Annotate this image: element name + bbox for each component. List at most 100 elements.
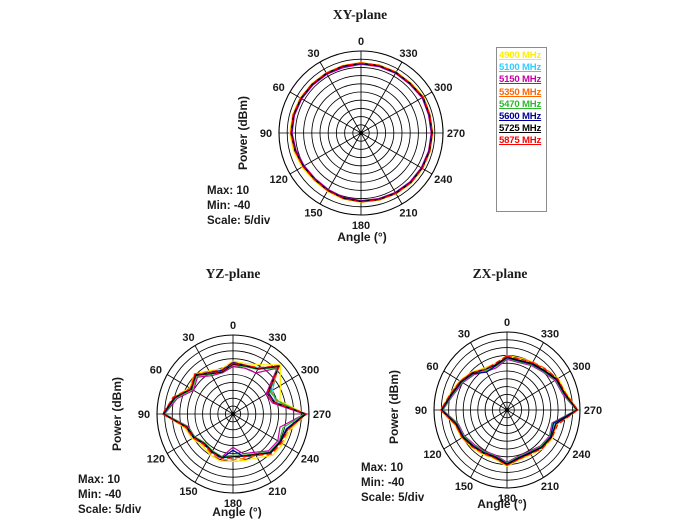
angle-tick-label: 60	[426, 361, 438, 373]
grid-spoke	[443, 409, 508, 450]
legend-entry-5875-mhz: 5875 MHz	[499, 135, 542, 147]
angle-tick-label: 180	[224, 498, 242, 510]
angle-tick-label: 240	[434, 174, 452, 186]
angle-tick-label: 300	[301, 364, 319, 376]
grid-spoke	[470, 409, 508, 478]
grid-spoke	[232, 345, 272, 415]
legend-entry-4900-mhz: 4900 MHz	[499, 50, 542, 61]
angle-tick-label: 30	[307, 48, 319, 60]
grid-spoke	[319, 132, 362, 205]
angle-tick-label: 120	[423, 449, 441, 461]
yz-max-label: Max: 10	[78, 474, 121, 486]
legend-entry-5470-mhz: 5470 MHz	[499, 98, 542, 110]
legend-entry-5150-mhz: 5150 MHz	[499, 74, 542, 86]
angle-tick-label: 120	[147, 453, 165, 465]
angle-tick-label: 150	[455, 481, 473, 493]
legend-entry-5100-mhz: 5100 MHz	[499, 62, 542, 74]
series-5875-mhz	[290, 62, 434, 203]
grid-spoke	[289, 132, 362, 175]
angle-tick-label: 90	[260, 128, 272, 140]
angle-tick-label: 270	[313, 409, 331, 421]
angle-tick-label: 330	[541, 329, 559, 341]
angle-tick-label: 90	[415, 405, 427, 417]
polar-center-dot	[505, 408, 509, 412]
angle-tick-label: 210	[399, 208, 417, 220]
angle-tick-label: 300	[572, 361, 590, 373]
angle-tick-label: 180	[352, 220, 370, 232]
legend-entry-5350-mhz: 5350 MHz	[499, 86, 542, 98]
angle-tick-label: 270	[447, 128, 465, 140]
xy-min-label: Min: -40	[207, 200, 251, 212]
plot-title-zx: ZX-plane	[472, 266, 528, 281]
series-5470-mhz	[442, 357, 577, 464]
angle-tick-label: 240	[572, 449, 590, 461]
series-4900-mhz	[162, 360, 307, 462]
zx-plane-polar-chart: 0 30 60 90 120 150 180 210 240 270 300 330	[415, 317, 602, 505]
grid-spoke	[166, 374, 234, 415]
angle-tick-label: 30	[182, 332, 194, 344]
grid-spoke	[506, 370, 571, 411]
xy-max-label: Max: 10	[207, 185, 250, 197]
angle-tick-label: 0	[230, 320, 236, 332]
yz-power-axis-label: Power (dBm)	[110, 377, 124, 452]
grid-spoke	[194, 345, 234, 415]
xy-scale-label: Scale: 5/div	[207, 215, 271, 227]
angle-tick-label: 0	[504, 317, 510, 329]
grid-spoke	[232, 413, 272, 483]
grid-spoke	[506, 409, 544, 478]
angle-tick-label: 0	[358, 36, 364, 48]
angle-tick-label: 300	[434, 82, 452, 94]
xy-scale-annotation: Max: 10 Min: -40 Scale: 5/div	[207, 184, 270, 229]
angle-tick-label: 150	[304, 208, 322, 220]
angle-tick-label: 60	[150, 364, 162, 376]
polar-center-dot	[359, 131, 363, 135]
legend-entry-5600-mhz: 5600 MHz	[499, 111, 542, 123]
angle-tick-label: 90	[138, 409, 150, 421]
grid-spoke	[194, 413, 234, 483]
grid-spoke	[443, 370, 508, 411]
grid-spoke	[360, 91, 433, 134]
grid-spoke	[506, 342, 544, 411]
xy-plane-polar-chart: 0 30 60 90 120 150 180 210 240 270 300 330	[260, 36, 465, 232]
series-5600-mhz	[163, 362, 306, 459]
yz-angle-axis-label: Angle (°)	[212, 505, 262, 519]
angle-tick-label: 210	[541, 481, 559, 493]
legend-entry-5725-mhz: 5725 MHz	[499, 123, 542, 135]
angle-tick-label: 330	[268, 332, 286, 344]
series-5725-mhz	[440, 356, 578, 466]
angle-tick-label: 270	[584, 405, 602, 417]
angle-tick-label: 120	[270, 174, 288, 186]
series-5600-mhz	[441, 357, 578, 465]
angle-tick-label: 180	[498, 493, 516, 505]
grid-spoke	[166, 413, 234, 454]
polar-center-dot	[231, 412, 235, 416]
zx-angle-axis-label: Angle (°)	[477, 497, 527, 511]
series-5875-mhz	[439, 355, 579, 466]
series-5100-mhz	[440, 356, 578, 466]
grid-spoke	[232, 413, 300, 454]
series-4900-mhz	[439, 354, 579, 467]
angle-tick-label: 150	[179, 486, 197, 498]
legend-box: 4900 MHz 5100 MHz 5150 MHz 5350 MHz 5470 MHz…	[496, 47, 547, 212]
angle-tick-label: 30	[458, 329, 470, 341]
series-5470-mhz	[163, 364, 305, 458]
plot-title-xy: XY-plane	[332, 7, 388, 22]
angle-tick-label: 330	[399, 48, 417, 60]
yz-min-label: Min: -40	[78, 489, 122, 501]
angle-tick-label: 240	[301, 453, 319, 465]
zx-max-label: Max: 10	[361, 462, 404, 474]
grid-spoke	[506, 409, 571, 450]
angle-tick-label: 60	[273, 82, 285, 94]
series-5350-mhz	[162, 361, 307, 461]
plot-title-yz: YZ-plane	[205, 266, 261, 281]
angle-tick-label: 210	[268, 486, 286, 498]
yz-plane-polar-chart: 0 30 60 90 120 150 180 210 240 270 300 330	[138, 320, 331, 510]
yz-scale-label: Scale: 5/div	[78, 504, 142, 516]
series-5875-mhz	[161, 362, 308, 459]
zx-scale-label: Scale: 5/div	[361, 492, 425, 504]
grid-spoke	[470, 342, 508, 411]
xy-angle-axis-label: Angle (°)	[337, 230, 387, 244]
series-5150-mhz	[163, 366, 305, 458]
zx-min-label: Min: -40	[361, 477, 405, 489]
